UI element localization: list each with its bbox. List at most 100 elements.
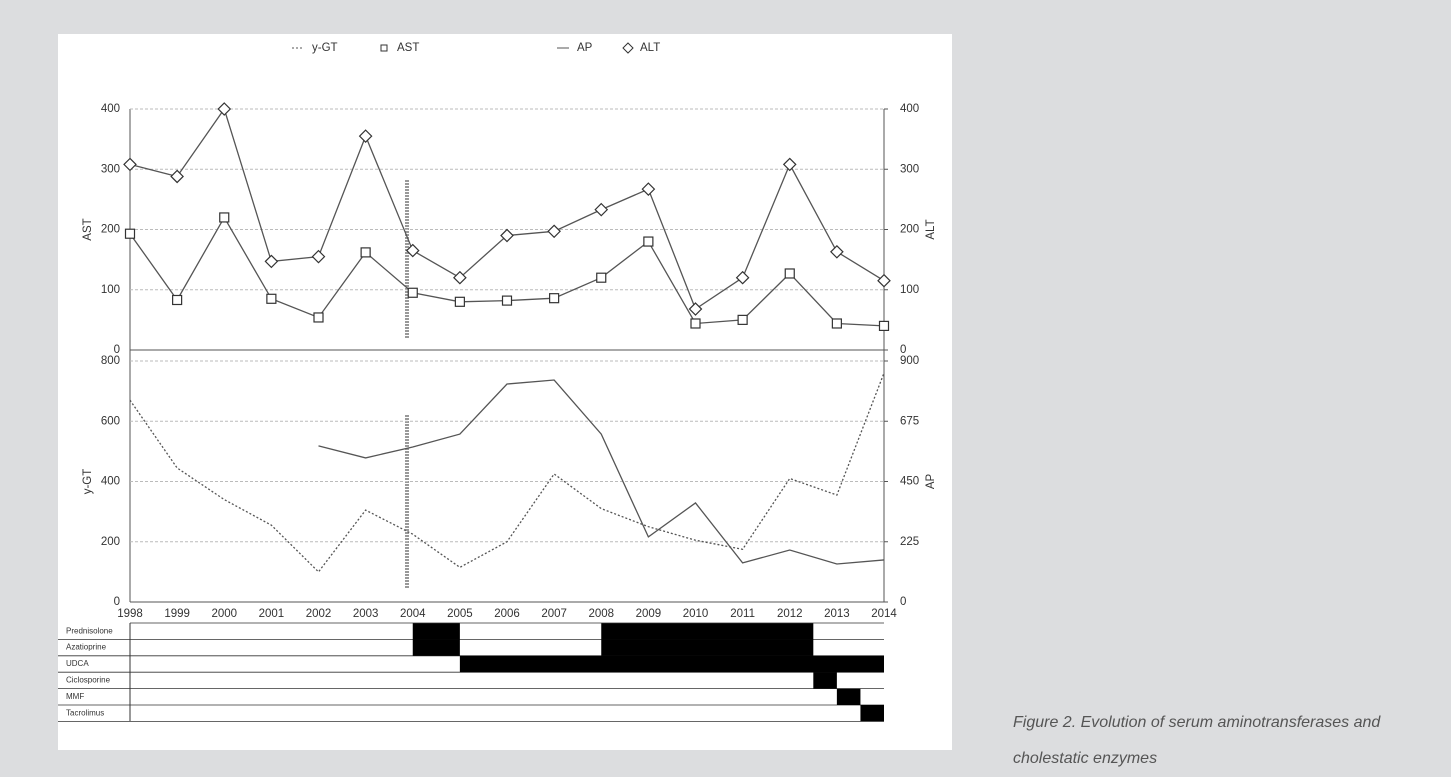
marker [217,102,232,116]
treatment-label: UDCA [66,659,89,668]
marker [407,287,418,298]
treatment-period [412,623,460,640]
treatment-label: Prednisolone [66,626,113,635]
marker [453,270,467,285]
y-tick-label: 0 [114,596,120,608]
treatment-label: MMF [66,692,84,701]
y-axis-label: y-GT [82,469,94,495]
x-tick-label: 2003 [353,608,379,620]
marker [643,236,654,247]
y2-tick-label: 225 [900,536,919,548]
marker [500,228,514,243]
y2-tick-label: 300 [900,163,919,175]
marker [219,212,230,223]
figure-panel [58,34,952,750]
x-tick-label: 2011 [730,608,755,620]
treatment-label: Tacrolimus [66,708,104,717]
x-tick-label: 2007 [541,608,567,620]
y-tick-label: 300 [101,163,120,175]
x-tick-label: 2001 [259,608,285,620]
y2-tick-label: 450 [900,476,919,488]
y-axis-label: AST [82,218,94,240]
y-tick-label: 800 [101,355,120,367]
treatment-period [813,672,837,689]
y2-tick-label: 100 [900,284,919,296]
y-tick-label: 200 [101,536,120,548]
marker [596,272,607,283]
marker [688,302,703,316]
marker [547,224,561,239]
marker [641,182,656,196]
y2-tick-label: 900 [900,355,919,367]
legend-label: ALT [640,42,660,54]
marker [405,243,420,258]
legend-label: AST [397,42,419,54]
marker [170,169,184,184]
treatment-period [412,639,460,656]
treatment-period [836,688,861,705]
x-tick-label: 1998 [117,608,143,620]
x-tick-label: 2012 [777,608,803,620]
treatment-period [601,623,814,640]
marker [831,318,842,329]
treatment-label: Ciclosporine [66,676,111,685]
marker [360,247,371,258]
x-tick-label: 2009 [636,608,662,620]
x-tick-label: 2002 [306,608,332,620]
marker [737,314,748,325]
x-tick-label: 2006 [494,608,520,620]
marker [264,254,279,269]
y2-tick-label: 675 [900,415,919,427]
legend-label: y-GT [312,42,338,54]
legend-swatch [380,44,388,52]
x-tick-label: 2014 [871,608,897,620]
marker [594,202,609,217]
treatment-period [459,655,884,673]
treatment-period [601,639,814,656]
marker [124,228,136,239]
marker [877,273,891,288]
caption: Figure 2. Evolution of serum aminotransf… [1013,714,1381,767]
y2-tick-label: 400 [900,103,919,115]
x-tick-label: 1999 [164,608,190,620]
y2-axis-label: AP [925,474,937,490]
marker [782,157,797,172]
marker [878,320,890,331]
y-tick-label: 400 [101,103,120,115]
y-tick-label: 100 [101,284,120,296]
x-tick-label: 2010 [683,608,709,620]
x-tick-label: 2005 [447,608,473,620]
y-tick-label: 600 [101,415,120,427]
treatment-period [860,705,884,722]
marker [830,244,844,259]
x-tick-label: 2004 [400,608,426,620]
marker [454,296,465,307]
y2-tick-label: 0 [900,344,906,356]
treatment-label: Azatioprine [66,643,107,652]
y-tick-label: 400 [101,476,120,488]
x-tick-label: 2000 [211,608,237,620]
legend-label: AP [577,42,593,54]
marker [313,312,324,323]
marker [784,268,795,279]
y2-axis-label: ALT [925,219,937,239]
series-line [129,372,885,573]
x-tick-label: 2008 [588,608,614,620]
marker [358,129,373,143]
marker [123,157,137,172]
series-line [318,379,885,565]
x-tick-label: 2013 [824,608,850,620]
y2-tick-label: 0 [900,596,906,608]
marker [172,294,183,306]
marker [501,295,513,306]
y-tick-label: 200 [101,224,120,236]
y2-tick-label: 200 [900,224,919,236]
marker [735,270,750,285]
legend-swatch [622,42,634,54]
marker [549,293,560,304]
marker [690,318,701,329]
marker [311,249,326,264]
marker [266,293,277,304]
